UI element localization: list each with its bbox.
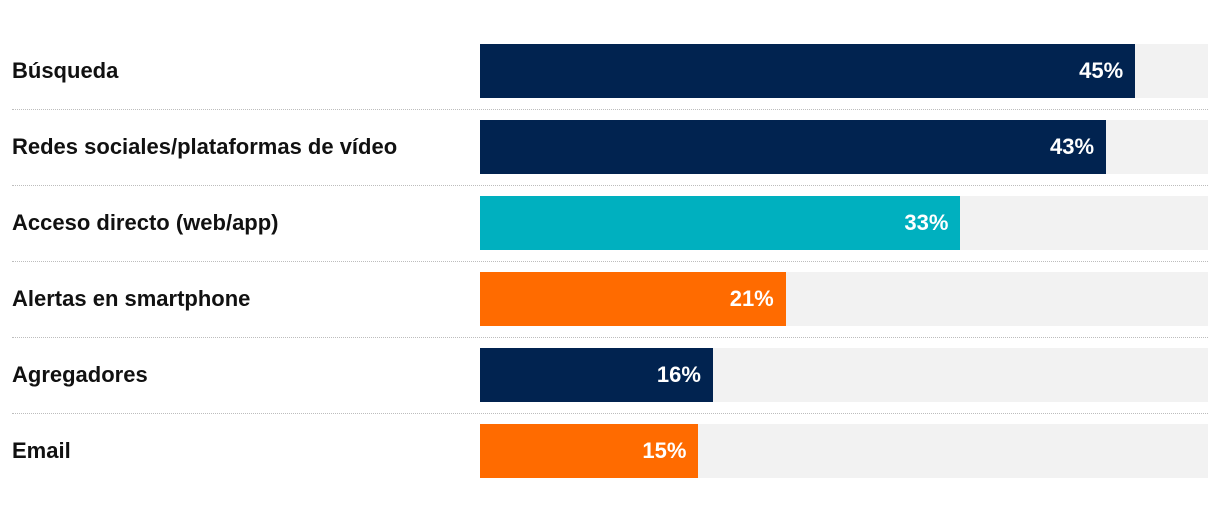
bar-row: Búsqueda 45%: [12, 44, 1208, 98]
category-label: Búsqueda: [12, 58, 119, 83]
value-label: 21%: [729, 286, 774, 311]
bar-track: 43%: [480, 120, 1208, 174]
value-label: 16%: [656, 362, 701, 387]
row-divider: [12, 413, 1208, 414]
bar: 45%: [480, 44, 1136, 98]
bar: 15%: [480, 424, 699, 478]
bar-row: Acceso directo (web/app) 33%: [12, 196, 1208, 250]
bar-row: Agregadores 16%: [12, 348, 1208, 402]
category-label: Email: [12, 438, 71, 463]
bar-row: Email 15%: [12, 424, 1208, 478]
category-label: Agregadores: [12, 362, 148, 387]
row-divider: [12, 185, 1208, 186]
bar-track: 16%: [480, 348, 1208, 402]
value-label: 45%: [1079, 58, 1124, 83]
bar-row: Alertas en smartphone 21%: [12, 272, 1208, 326]
category-label: Redes sociales/plataformas de vídeo: [12, 134, 398, 159]
bar: 43%: [480, 120, 1107, 174]
bar-track: 21%: [480, 272, 1208, 326]
bar-track: 45%: [480, 44, 1208, 98]
bar-track: 33%: [480, 196, 1208, 250]
value-label: 33%: [904, 210, 949, 235]
bar-track: 15%: [480, 424, 1208, 478]
category-label: Acceso directo (web/app): [12, 210, 279, 235]
bar: 33%: [480, 196, 961, 250]
bar-row: Redes sociales/plataformas de vídeo 43%: [12, 120, 1208, 174]
category-label: Alertas en smartphone: [12, 286, 251, 311]
row-divider: [12, 261, 1208, 262]
row-divider: [12, 109, 1208, 110]
value-label: 15%: [642, 438, 687, 463]
row-divider: [12, 337, 1208, 338]
value-label: 43%: [1050, 134, 1095, 159]
bar: 21%: [480, 272, 786, 326]
bar: 16%: [480, 348, 713, 402]
